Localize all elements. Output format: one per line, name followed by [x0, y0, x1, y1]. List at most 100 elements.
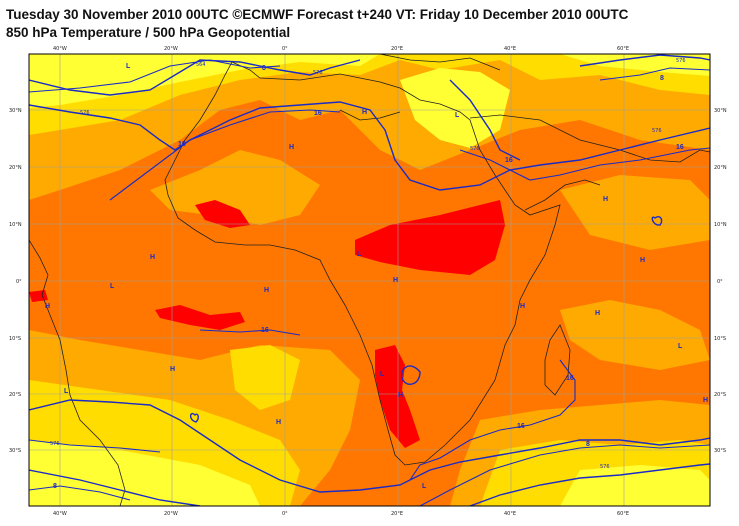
geo-label: 576: [313, 70, 323, 76]
isotherm-8-northeast: [599, 67, 710, 81]
temp-hot-brazil: [29, 290, 48, 302]
temp-label: 8: [586, 441, 590, 448]
temp-band-northeast-lightyellow: [560, 54, 710, 76]
high-center: H: [640, 257, 645, 264]
geo-label: 576: [676, 58, 686, 64]
lat-label-right: 0°: [717, 279, 723, 285]
lat-label-right: 10°S: [714, 336, 726, 342]
isotherm-16-atlantic: [199, 329, 301, 336]
lon-label-top: 40°W: [53, 46, 67, 52]
high-center: H: [362, 109, 367, 116]
geo-label: 576: [470, 146, 480, 152]
temp-band-southindian-lightyellow: [560, 465, 710, 506]
low-center: L: [110, 283, 115, 290]
map-subtitle: 850 hPa Temperature / 500 hPa Geopotenti…: [6, 25, 291, 40]
temp-label: 8: [53, 483, 57, 490]
geo-label: 576: [600, 464, 610, 470]
contour-labels: 564 576 576 576 576 576 576 576 8 8 8 8 …: [50, 58, 686, 490]
high-center: H: [520, 303, 525, 310]
contour-576-north: [29, 101, 710, 191]
lon-label-bottom: 40°E: [504, 511, 516, 517]
contour-564-west: [29, 59, 361, 96]
geo-label: 576: [80, 110, 90, 116]
contour-576-south: [29, 399, 710, 493]
temp-hot-westafrica: [195, 200, 250, 228]
temp-patch-indian: [560, 300, 710, 370]
isotherm-16-north: [109, 109, 341, 201]
lon-label-top: 40°E: [504, 46, 516, 52]
graticule: [29, 54, 710, 506]
low-center: L: [678, 343, 683, 350]
lon-label-bottom: 20°E: [391, 511, 403, 517]
pressure-centers: L L L L L L L L H H H H H H H H H H H H …: [45, 63, 708, 490]
contour-564-southwest: [29, 469, 201, 506]
lat-label-right: 10°N: [714, 222, 727, 228]
temp-label: 16: [517, 423, 525, 430]
low-center: L: [422, 483, 427, 490]
temp-label: 16: [178, 141, 186, 148]
axis-labels: 40°W 20°W 0° 20°E 40°E 60°E 40°W 20°W 0°…: [9, 46, 727, 517]
high-center: H: [276, 419, 281, 426]
madagascar-coast: [544, 324, 571, 396]
contour-576-mideast: [449, 79, 521, 161]
high-center: H: [703, 397, 708, 404]
isotherm-8-north: [29, 59, 281, 93]
contour-small-atlantic: [189, 413, 199, 423]
high-center: H: [289, 144, 294, 151]
high-center: H: [150, 254, 155, 261]
geo-label: 564: [196, 62, 206, 68]
temp-label: 8: [262, 65, 266, 72]
map-frame: [28, 53, 711, 507]
high-center: H: [45, 303, 50, 310]
temp-label: 16: [261, 327, 269, 334]
temp-band-north: [29, 54, 710, 200]
isotherm-16-east: [459, 147, 710, 181]
temp-patch-arabian-sea: [560, 175, 710, 250]
map-title: Tuesday 30 November 2010 00UTC ©ECMWF Fo…: [6, 7, 629, 22]
low-center: L: [126, 63, 131, 70]
contour-low-indian: [651, 216, 663, 226]
europe-coast: [379, 54, 501, 71]
lat-label-left: 10°S: [9, 336, 21, 342]
low-center: L: [357, 251, 362, 258]
arabia-coast: [524, 179, 601, 211]
lon-label-bottom: 60°E: [617, 511, 629, 517]
temp-hot-sahel: [355, 200, 505, 275]
geopotential-contours: [29, 54, 710, 506]
isotherm-16-southeast: [409, 359, 576, 481]
high-center: H: [595, 310, 600, 317]
southamerica-coast: [29, 239, 126, 506]
isotherm-8-southeast: [419, 444, 710, 506]
high-center: H: [393, 277, 398, 284]
lat-label-right: 30°N: [714, 108, 727, 114]
temp-label: 16: [566, 375, 574, 382]
high-center: H: [264, 287, 269, 294]
isotherm-16-southwest: [29, 439, 161, 453]
temp-patch-sahara: [150, 150, 320, 225]
lon-label-top: 20°E: [391, 46, 403, 52]
temp-band-mideast-lightyellow: [400, 68, 510, 148]
temp-hot-gulf: [155, 305, 245, 330]
low-center: L: [64, 388, 69, 395]
temp-label: 16: [676, 144, 684, 151]
lat-label-left: 30°S: [9, 448, 21, 454]
low-center: L: [455, 112, 460, 119]
lon-label-bottom: 40°W: [53, 511, 67, 517]
contour-564-east: [579, 54, 710, 67]
temperature-contours: [29, 59, 710, 506]
lat-label-left: 20°N: [9, 165, 22, 171]
temp-label: 16: [314, 110, 322, 117]
lat-label-left: 10°N: [9, 222, 22, 228]
high-center: H: [603, 196, 608, 203]
lon-label-top: 60°E: [617, 46, 629, 52]
lat-label-left: 20°S: [9, 392, 21, 398]
lat-label-right: 30°S: [714, 448, 726, 454]
geo-label: 576: [50, 441, 60, 447]
contour-564-southeast: [469, 463, 710, 506]
lon-label-bottom: 20°W: [164, 511, 178, 517]
africa-coast: [164, 61, 561, 466]
lon-label-top: 0°: [282, 46, 288, 52]
lat-label-right: 20°S: [714, 392, 726, 398]
lon-label-bottom: 0°: [282, 511, 288, 517]
